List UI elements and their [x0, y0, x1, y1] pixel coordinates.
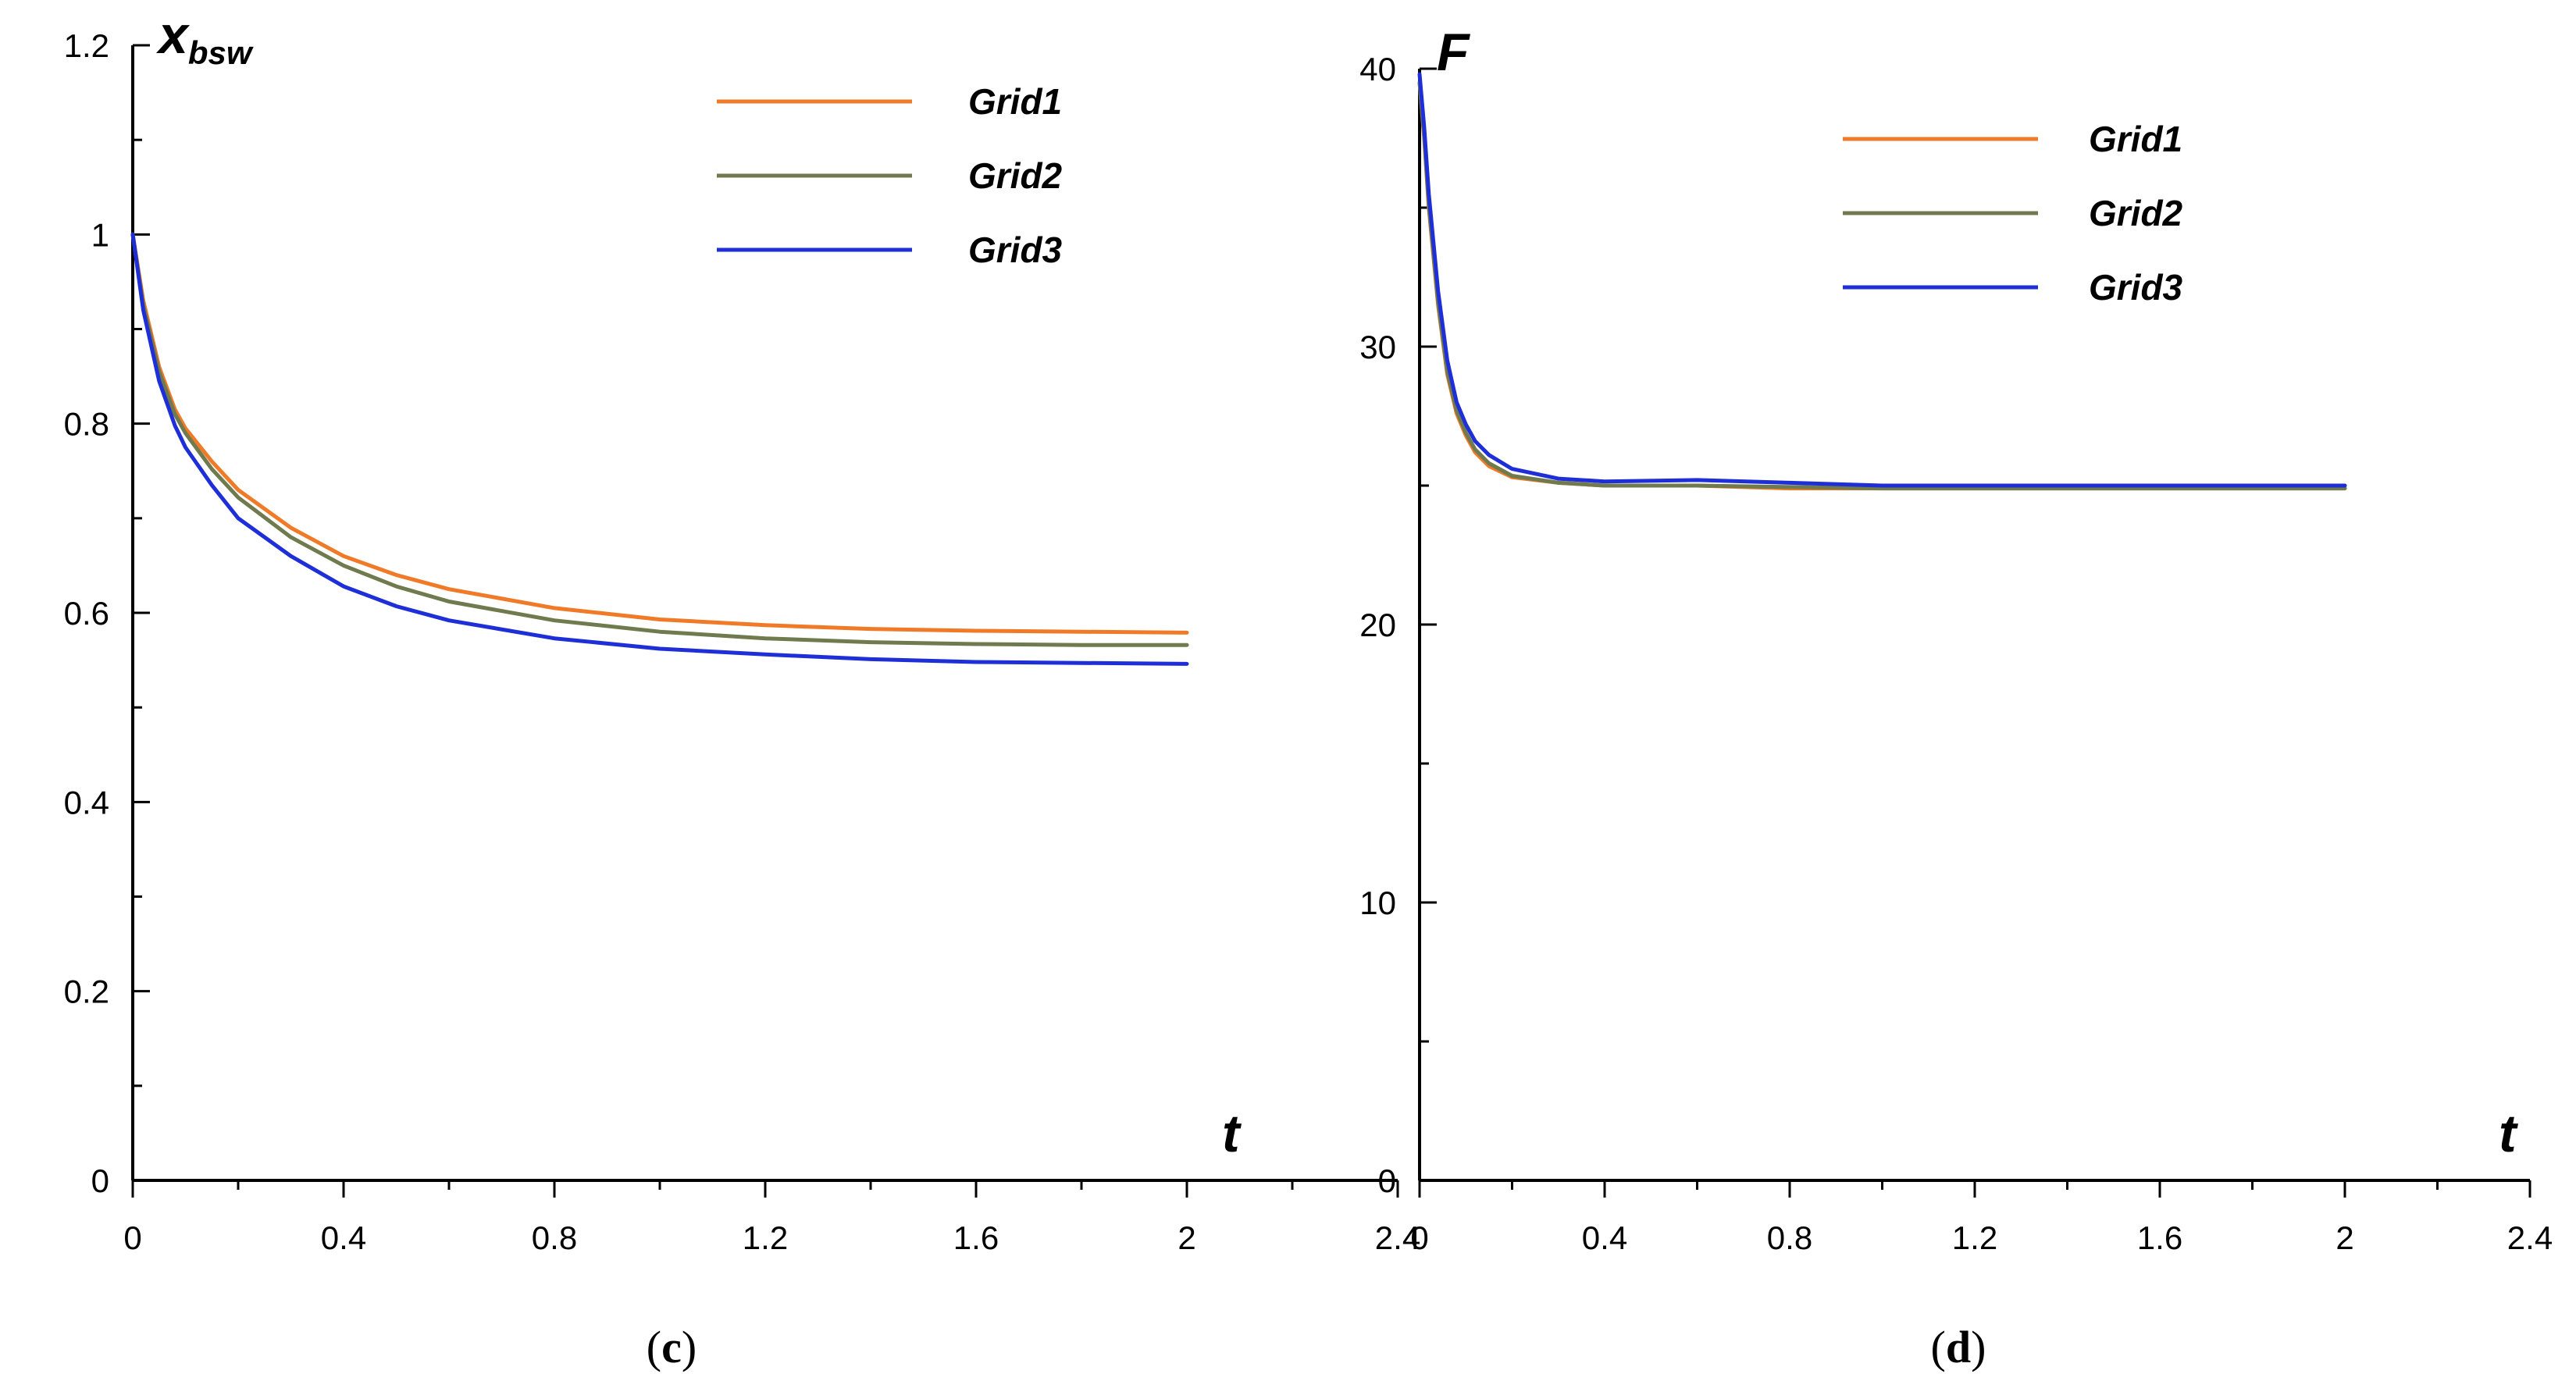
x-tick-label: 2.4 [1375, 1219, 1420, 1256]
panel-label-close: ) [1971, 1322, 1986, 1372]
series-line-grid2 [130, 232, 1189, 647]
panel-label-letter: d [1946, 1322, 1971, 1372]
legend-label-grid1: Grid1 [2089, 119, 2182, 159]
panel-label-close: ) [682, 1322, 697, 1372]
y-axis-title-main: x [156, 5, 191, 65]
x-tick-label: 0.4 [1582, 1219, 1627, 1256]
x-tick-label: 2 [1178, 1219, 1195, 1256]
y-tick-label: 1 [91, 216, 109, 253]
y-axis-title-main: F [1437, 23, 1470, 82]
legend-label-grid3: Grid3 [968, 230, 1063, 270]
panel-label-d: (d) [1931, 1322, 1986, 1372]
x-tick-label: 1.2 [1952, 1219, 1997, 1256]
y-tick-label: 10 [1359, 885, 1396, 921]
series-line-grid3 [1417, 72, 2347, 488]
series-line-grid1 [130, 232, 1189, 635]
panel-label-letter: c [661, 1322, 682, 1372]
series-line-grid3 [130, 232, 1189, 666]
y-tick-label: 40 [1359, 51, 1396, 87]
y-tick-label: 0.2 [64, 974, 109, 1010]
x-axis-title: t [1222, 1104, 1242, 1163]
x-tick-label: 1.6 [2137, 1219, 2182, 1256]
x-tick-label: 0.8 [1767, 1219, 1812, 1256]
y-axis-title: xbsw [156, 5, 254, 71]
y-tick-label: 0 [91, 1162, 109, 1199]
y-tick-label: 0.6 [64, 595, 109, 632]
panel-label-c: (c) [647, 1322, 697, 1372]
x-axis-title: t [2499, 1104, 2518, 1163]
x-tick-label: 2 [2336, 1219, 2353, 1256]
legend-label-grid1: Grid1 [968, 81, 1062, 122]
legend-label-grid2: Grid2 [968, 155, 1063, 196]
y-tick-label: 1.2 [64, 27, 109, 64]
x-tick-label: 0.4 [321, 1219, 366, 1256]
x-tick-label: 0 [123, 1219, 141, 1256]
legend-label-grid3: Grid3 [2089, 267, 2183, 308]
y-tick-label: 0 [1378, 1162, 1396, 1199]
panel-label-open: ( [1931, 1322, 1946, 1372]
y-tick-label: 20 [1359, 607, 1396, 643]
x-tick-label: 2.4 [2507, 1219, 2553, 1256]
y-tick-label: 0.8 [64, 406, 109, 443]
x-tick-label: 1.6 [953, 1219, 999, 1256]
x-tick-label: 0.8 [532, 1219, 577, 1256]
y-axis-title: F [1437, 23, 1470, 82]
legend-label-grid2: Grid2 [2089, 193, 2183, 233]
chart-panel-c: 0 0.4 0.8 1.2 1.6 2 2.4 0 0.2 0.4 0.6 0.8 1 1.2 xbsw t G… [64, 5, 1421, 1372]
panel-label-open: ( [647, 1322, 661, 1372]
x-tick-label: 0 [1410, 1219, 1428, 1256]
y-tick-label: 0.4 [64, 784, 109, 820]
y-tick-label: 30 [1359, 329, 1396, 365]
x-tick-label: 1.2 [743, 1219, 788, 1256]
y-axis-title-subscript: bsw [188, 34, 254, 71]
